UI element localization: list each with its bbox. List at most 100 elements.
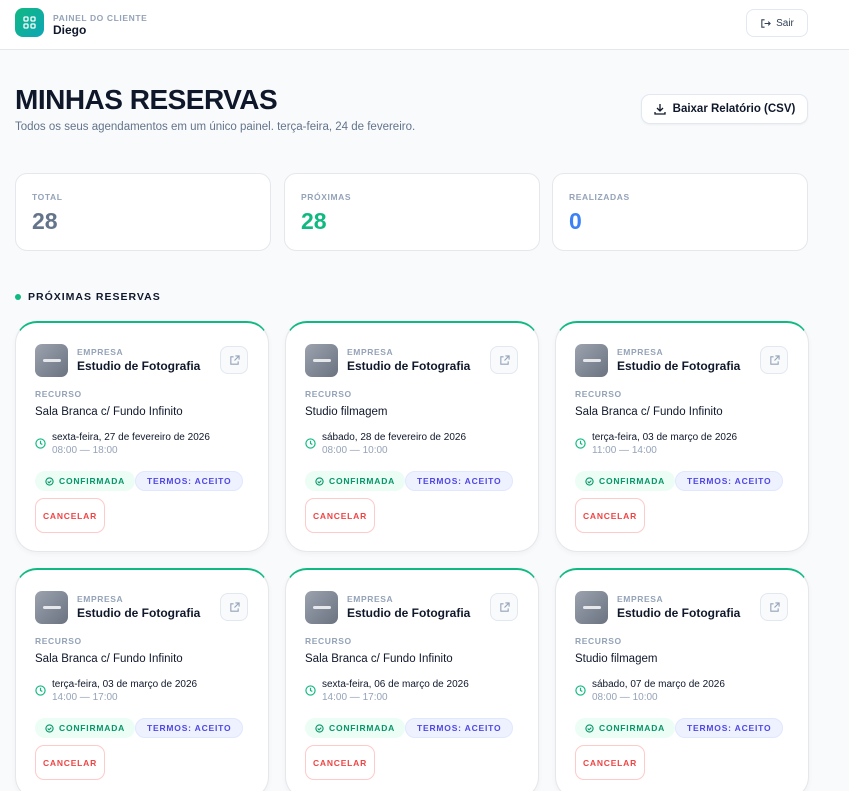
- booking-card: EMPRESA Estudio de Fotografia RECURSO Sa…: [15, 321, 269, 552]
- booking-time: 14:00 — 17:00: [322, 692, 388, 703]
- stat-value: 28: [32, 208, 58, 234]
- resource-name: Sala Branca c/ Fundo Infinito: [575, 406, 723, 418]
- clock-icon: [35, 438, 46, 449]
- external-link-icon: [769, 354, 780, 365]
- company-logo: [35, 344, 68, 377]
- dashboard-icon: [15, 8, 44, 37]
- status-label: CONFIRMADA: [599, 723, 666, 733]
- stat-label: PRÓXIMAS: [301, 192, 352, 202]
- terms-badge: TERMOS: ACEITO: [135, 718, 244, 738]
- external-link-icon: [769, 601, 780, 612]
- status-dot: [15, 294, 21, 300]
- clock-icon: [305, 685, 316, 696]
- booking-card: EMPRESA Estudio de Fotografia RECURSO St…: [285, 321, 539, 552]
- booking-card: EMPRESA Estudio de Fotografia RECURSO Sa…: [555, 321, 809, 552]
- booking-date: sexta-feira, 06 de março de 2026: [322, 679, 469, 690]
- status-badge: CONFIRMADA: [575, 471, 676, 491]
- company-label: EMPRESA: [617, 347, 664, 357]
- company-logo: [575, 344, 608, 377]
- cancel-button[interactable]: CANCELAR: [305, 498, 375, 533]
- terms-badge: TERMOS: ACEITO: [675, 471, 784, 491]
- check-circle-icon: [45, 476, 54, 486]
- status-label: CONFIRMADA: [599, 476, 666, 486]
- company-label: EMPRESA: [77, 594, 124, 604]
- status-badge: CONFIRMADA: [35, 718, 136, 738]
- resource-name: Sala Branca c/ Fundo Infinito: [35, 653, 183, 665]
- company-logo: [575, 591, 608, 624]
- terms-badge: TERMOS: ACEITO: [405, 718, 514, 738]
- booking-card: EMPRESA Estudio de Fotografia RECURSO Sa…: [15, 568, 269, 791]
- stat-card: TOTAL 28: [15, 173, 271, 251]
- open-external-button[interactable]: [490, 593, 518, 621]
- resource-name: Sala Branca c/ Fundo Infinito: [305, 653, 453, 665]
- open-external-button[interactable]: [490, 346, 518, 374]
- logout-icon: [761, 18, 771, 28]
- status-badge: CONFIRMADA: [305, 471, 406, 491]
- external-link-icon: [229, 601, 240, 612]
- status-badge: CONFIRMADA: [575, 718, 676, 738]
- booking-date: sábado, 07 de março de 2026: [592, 679, 725, 690]
- status-label: CONFIRMADA: [329, 723, 396, 733]
- clock-icon: [35, 685, 46, 696]
- open-external-button[interactable]: [760, 593, 788, 621]
- resource-label: RECURSO: [575, 636, 622, 646]
- page-title: MINHAS RESERVAS: [15, 84, 278, 115]
- open-external-button[interactable]: [220, 593, 248, 621]
- resource-name: Studio filmagem: [575, 653, 658, 665]
- stat-label: REALIZADAS: [569, 192, 630, 202]
- logout-label: Sair: [776, 17, 794, 29]
- cancel-button[interactable]: CANCELAR: [305, 745, 375, 780]
- company-logo: [35, 591, 68, 624]
- open-external-button[interactable]: [760, 346, 788, 374]
- external-link-icon: [499, 601, 510, 612]
- top-bar: PAINEL DO CLIENTE Diego Sair: [0, 0, 849, 50]
- booking-date: sábado, 28 de fevereiro de 2026: [322, 432, 466, 443]
- logout-button[interactable]: Sair: [746, 9, 808, 37]
- clock-icon: [305, 438, 316, 449]
- company-logo: [305, 344, 338, 377]
- company-name: Estudio de Fotografia: [347, 359, 471, 373]
- cancel-button[interactable]: CANCELAR: [575, 498, 645, 533]
- panel-label: PAINEL DO CLIENTE: [53, 13, 148, 23]
- resource-label: RECURSO: [35, 389, 82, 399]
- booking-card: EMPRESA Estudio de Fotografia RECURSO St…: [555, 568, 809, 791]
- terms-badge: TERMOS: ACEITO: [135, 471, 244, 491]
- external-link-icon: [499, 354, 510, 365]
- resource-name: Studio filmagem: [305, 406, 388, 418]
- check-circle-icon: [585, 723, 594, 733]
- booking-date: terça-feira, 03 de março de 2026: [592, 432, 738, 443]
- cancel-button[interactable]: CANCELAR: [35, 498, 105, 533]
- resource-label: RECURSO: [35, 636, 82, 646]
- resource-label: RECURSO: [305, 389, 352, 399]
- download-icon: [653, 104, 666, 115]
- terms-badge: TERMOS: ACEITO: [405, 471, 514, 491]
- download-csv-label: Baixar Relatório (CSV): [672, 103, 796, 115]
- stat-value: 28: [301, 208, 327, 234]
- booking-date: terça-feira, 03 de março de 2026: [52, 679, 198, 690]
- status-badge: CONFIRMADA: [35, 471, 136, 491]
- resource-name: Sala Branca c/ Fundo Infinito: [35, 406, 183, 418]
- download-csv-button[interactable]: Baixar Relatório (CSV): [641, 94, 808, 124]
- page-description: Todos os seus agendamentos em um único p…: [15, 121, 416, 133]
- resource-label: RECURSO: [575, 389, 622, 399]
- status-label: CONFIRMADA: [329, 476, 396, 486]
- external-link-icon: [229, 354, 240, 365]
- cancel-button[interactable]: CANCELAR: [35, 745, 105, 780]
- user-name: Diego: [53, 23, 87, 37]
- section-label: PRÓXIMAS RESERVAS: [28, 291, 161, 303]
- clock-icon: [575, 438, 586, 449]
- stat-value: 0: [569, 208, 582, 234]
- check-circle-icon: [45, 723, 54, 733]
- open-external-button[interactable]: [220, 346, 248, 374]
- booking-date: sexta-feira, 27 de fevereiro de 2026: [52, 432, 210, 443]
- company-name: Estudio de Fotografia: [617, 606, 741, 620]
- check-circle-icon: [315, 476, 324, 486]
- status-label: CONFIRMADA: [59, 723, 126, 733]
- stat-card: REALIZADAS 0: [552, 173, 808, 251]
- cancel-button[interactable]: CANCELAR: [575, 745, 645, 780]
- check-circle-icon: [315, 723, 324, 733]
- booking-time: 08:00 — 18:00: [52, 445, 118, 456]
- company-name: Estudio de Fotografia: [617, 359, 741, 373]
- booking-time: 08:00 — 10:00: [592, 692, 658, 703]
- clock-icon: [575, 685, 586, 696]
